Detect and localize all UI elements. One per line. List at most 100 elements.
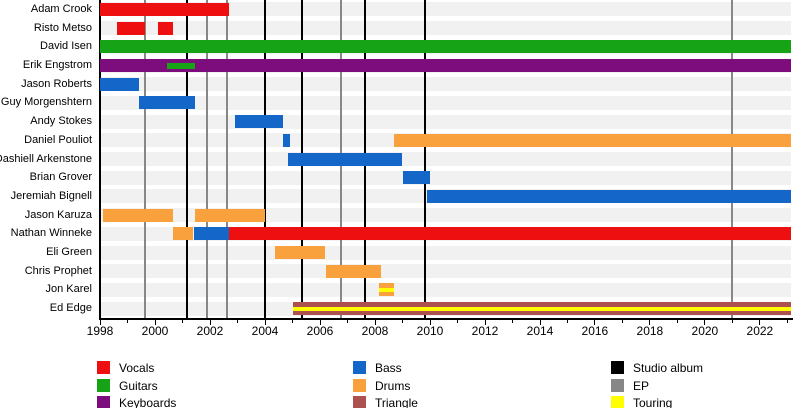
timeline-bar-keyboards (100, 59, 791, 72)
axis-year-label: 2014 (526, 324, 554, 338)
axis-major-tick (99, 320, 101, 325)
ep-release-line (225, 0, 228, 318)
axis-major-tick (374, 320, 376, 325)
member-name-label: Nathan Winneke (10, 227, 92, 240)
axis-minor-tick (292, 320, 293, 323)
axis-major-tick (759, 320, 761, 325)
member-name-label: Eli Green (46, 246, 92, 258)
legend-swatch-keyboards (97, 396, 110, 408)
timeline-bar-vocals (116, 21, 146, 35)
row-background-stripe (100, 152, 791, 166)
timeline-bar-guitars (100, 40, 791, 54)
legend-swatch-guitars (97, 378, 110, 392)
axis-major-tick (484, 320, 486, 325)
legend-label: Guitars (119, 378, 158, 393)
legend-item: Guitars (97, 378, 297, 393)
axis-minor-tick (566, 320, 568, 323)
member-name-label: Guy Morgenshtern (0, 96, 92, 109)
studio-album-release-line (185, 0, 188, 318)
timeline-bar-drums (194, 208, 265, 222)
axis-minor-tick (676, 320, 678, 323)
touring-overlay-stripe (292, 306, 791, 311)
timeline-bar-drums (274, 246, 326, 259)
legend-item: Keyboards (97, 396, 297, 408)
axis-minor-tick (402, 320, 403, 323)
legend-swatch-drums (353, 378, 366, 392)
axis-year-label: 2012 (471, 324, 499, 338)
row-background-stripe (100, 95, 791, 110)
member-name-label: Daniel Pouliot (24, 133, 92, 146)
axis-year-label: 2004 (251, 324, 279, 338)
row-background-stripe (100, 282, 791, 297)
axis-minor-tick (347, 320, 348, 323)
axis-year-label: 2000 (141, 324, 169, 338)
axis-minor-tick (457, 320, 458, 323)
member-name-label: Chris Prophet (24, 264, 92, 277)
legend-item: Bass (353, 361, 553, 375)
legend-item: Vocals (97, 361, 297, 375)
row-background-stripe (100, 21, 791, 36)
axis-minor-tick (786, 320, 788, 323)
axis-major-tick (319, 320, 321, 325)
timeline-bar-bass (193, 227, 230, 241)
axis-minor-tick (127, 320, 128, 323)
member-name-label: David Isen (40, 40, 92, 53)
axis-year-label: 2020 (691, 324, 719, 338)
axis-year-label: 2022 (746, 324, 774, 338)
legend-item: Studio album (611, 361, 800, 375)
timeline-bar-drums (394, 133, 791, 147)
timeline-bar-vocals (157, 21, 173, 35)
ep-release-line (731, 0, 734, 318)
legend-item: EP (611, 378, 800, 393)
row-background-stripe (100, 245, 791, 260)
legend-item: Triangle (353, 396, 553, 408)
member-name-label: Dashiell Arkenstone (0, 152, 92, 165)
timeline-bar-triangle (292, 302, 791, 316)
axis-major-tick (594, 320, 596, 325)
timeline-bar-drums (172, 227, 194, 241)
axis-year-label: 2006 (306, 324, 334, 338)
axis-year-label: 2018 (636, 324, 664, 338)
axis-year-label: 2008 (361, 324, 389, 338)
member-name-label: Jason Roberts (21, 77, 92, 90)
row-background-stripe (100, 77, 791, 92)
timeline-bar-vocals (229, 227, 791, 241)
timeline-bar-drums (379, 283, 395, 297)
legend-swatch-vocals (97, 361, 110, 374)
timeline-bar-bass (288, 152, 403, 166)
timeline-bar-drums (325, 264, 381, 278)
legend-swatch-touring (611, 396, 624, 408)
axis-major-tick (539, 320, 541, 325)
axis-year-label: 2010 (416, 324, 444, 338)
axis-minor-tick (182, 320, 183, 323)
axis-minor-tick (731, 320, 733, 323)
timeline-bar-bass (402, 171, 430, 185)
studio-album-release-line (423, 0, 426, 318)
row-background-stripe (100, 2, 791, 17)
member-name-label: Erik Engstrom (22, 59, 92, 71)
legend-label: Touring (633, 396, 673, 408)
member-name-label: Andy Stokes (30, 115, 92, 128)
axis-minor-tick (512, 320, 513, 323)
row-background-stripe (100, 264, 791, 279)
legend-item: Drums (353, 378, 553, 393)
member-name-label: Jon Karel (45, 283, 92, 296)
legend-label: Bass (375, 361, 402, 375)
member-name-label: Brian Grover (29, 171, 92, 184)
legend-label: Triangle (375, 396, 418, 408)
legend-label: Studio album (633, 361, 704, 375)
legend-label: EP (633, 378, 650, 393)
row-background-stripe (100, 170, 791, 185)
member-name-label: Jeremiah Bignell (10, 189, 92, 202)
axis-major-tick (704, 320, 706, 325)
axis-year-label: 2002 (196, 324, 224, 338)
touring-overlay-stripe (379, 287, 395, 292)
axis-minor-tick (621, 320, 623, 323)
legend-item: Touring (611, 396, 800, 408)
timeline-bar-drums (102, 208, 173, 222)
axis-major-tick (154, 320, 156, 325)
member-name-label: Risto Metso (33, 21, 92, 34)
axis-major-tick (649, 320, 651, 325)
legend-label: Drums (375, 378, 411, 393)
axis-year-label: 1998 (86, 324, 114, 338)
